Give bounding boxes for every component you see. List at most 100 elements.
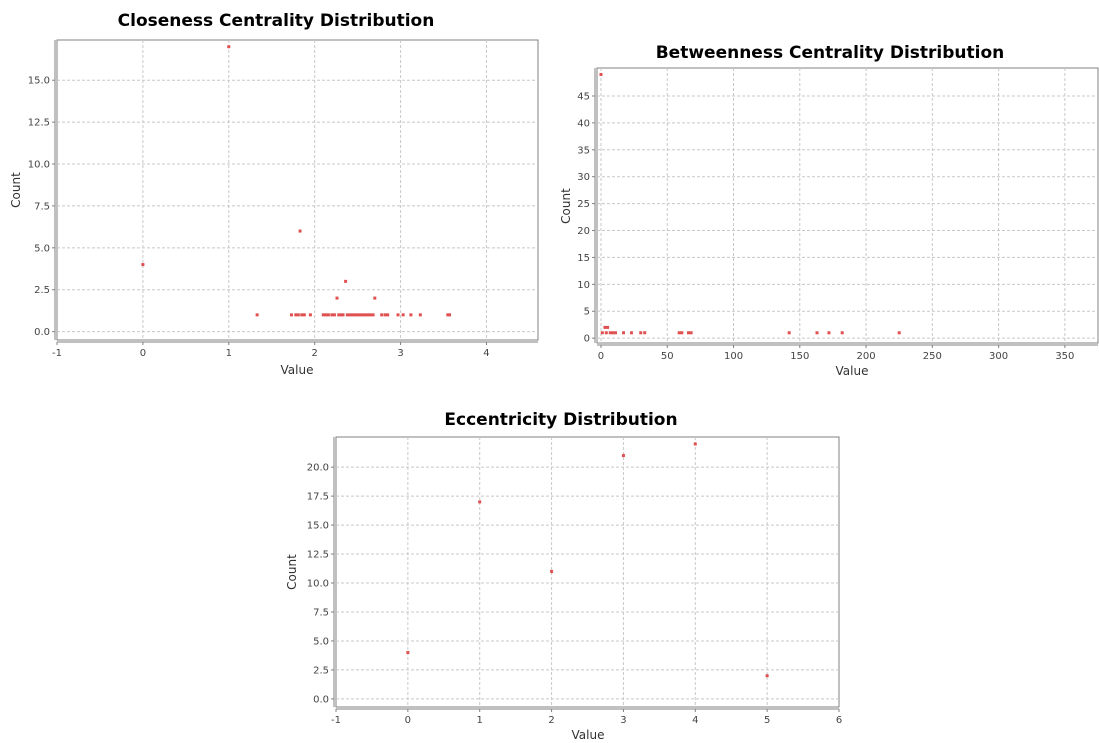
x-tick-label: 4 xyxy=(483,348,489,359)
data-point xyxy=(406,651,410,655)
data-point xyxy=(603,325,607,329)
data-point xyxy=(386,313,390,317)
data-point xyxy=(300,313,304,317)
data-point xyxy=(296,313,300,317)
data-point xyxy=(418,313,422,317)
y-tick-label: 0.0 xyxy=(313,694,329,705)
data-point xyxy=(141,263,145,267)
y-tick-label: 5.0 xyxy=(313,636,329,647)
data-point xyxy=(599,72,603,76)
y-tick-label: 10.0 xyxy=(307,579,329,590)
data-point xyxy=(348,313,352,317)
data-point xyxy=(396,313,400,317)
x-tick-label: 200 xyxy=(857,351,876,362)
data-point xyxy=(409,313,413,317)
data-point xyxy=(446,313,450,317)
x-tick-label: 100 xyxy=(724,351,743,362)
x-tick-label: 250 xyxy=(923,351,942,362)
x-tick-label: 1 xyxy=(226,348,232,359)
data-point xyxy=(600,331,604,335)
data-point xyxy=(478,500,482,504)
closeness-chart-title: Closeness Centrality Distribution xyxy=(118,11,435,31)
eccentricity-plot-area xyxy=(335,436,840,708)
y-tick-label: 40 xyxy=(577,118,590,129)
x-tick-label: 0 xyxy=(405,715,411,726)
data-point xyxy=(689,331,693,335)
y-tick-label: 35 xyxy=(577,145,590,156)
y-tick-label: 30 xyxy=(577,172,590,183)
data-point xyxy=(622,331,626,335)
y-tick-label: 15 xyxy=(577,253,590,264)
data-point xyxy=(289,313,293,317)
y-tick-label: 7.5 xyxy=(313,607,329,618)
data-point xyxy=(345,313,349,317)
y-tick-label: 12.5 xyxy=(307,550,329,561)
x-tick-label: -1 xyxy=(52,348,62,359)
x-tick-label: 2 xyxy=(311,348,317,359)
eccentricity-x-axis-label: Value xyxy=(572,728,605,742)
data-point xyxy=(606,325,610,329)
betweenness-y-axis-label: Count xyxy=(559,188,573,224)
y-tick-label: 20 xyxy=(577,226,590,237)
data-point xyxy=(227,45,231,49)
betweenness-chart-title: Betweenness Centrality Distribution xyxy=(656,43,1005,63)
x-tick-label: 5 xyxy=(764,715,770,726)
data-point xyxy=(335,296,339,300)
data-point xyxy=(383,313,387,317)
data-point xyxy=(765,674,769,678)
eccentricity-chart: Eccentricity Distribution -1 0 1 2 3 4 5 6 0.0 2.… xyxy=(285,410,842,742)
x-tick-label: 0 xyxy=(598,351,604,362)
data-point xyxy=(356,313,360,317)
data-point xyxy=(350,313,354,317)
data-point xyxy=(337,313,341,317)
y-tick-label: 5.0 xyxy=(34,243,50,254)
x-tick-label: 2 xyxy=(548,715,554,726)
data-point xyxy=(897,331,901,335)
x-tick-label: 300 xyxy=(989,351,1008,362)
data-point xyxy=(321,313,325,317)
closeness-x-axis-label: Value xyxy=(281,363,314,377)
y-tick-label: 25 xyxy=(577,199,590,210)
data-point xyxy=(344,279,348,283)
data-point xyxy=(827,331,831,335)
data-point xyxy=(693,442,697,446)
data-point xyxy=(550,569,554,573)
data-point xyxy=(604,331,608,335)
closeness-grid xyxy=(57,40,538,340)
eccentricity-axes: -1 0 1 2 3 4 5 6 0.0 2.5 5.0 7.5 10.0 12.5 15.0 17.5 20.… xyxy=(307,437,842,726)
data-point xyxy=(815,331,819,335)
x-tick-label: 4 xyxy=(692,715,698,726)
y-tick-label: 10 xyxy=(577,280,590,291)
data-point xyxy=(353,313,357,317)
x-tick-label: 3 xyxy=(620,715,626,726)
x-tick-label: 6 xyxy=(836,715,842,726)
data-point xyxy=(621,454,625,458)
data-point xyxy=(677,331,681,335)
data-point xyxy=(339,313,343,317)
y-tick-label: 17.5 xyxy=(307,492,329,503)
data-point xyxy=(308,313,312,317)
data-point xyxy=(294,313,298,317)
closeness-chart: Closeness Centrality Distribution -1 0 1 2 3… xyxy=(9,11,539,377)
closeness-plot-area xyxy=(56,39,539,341)
data-point xyxy=(380,313,384,317)
data-point xyxy=(840,331,844,335)
eccentricity-chart-title: Eccentricity Distribution xyxy=(444,410,677,430)
data-point xyxy=(330,313,334,317)
eccentricity-points xyxy=(406,442,769,678)
y-tick-label: 2.5 xyxy=(34,285,50,296)
x-tick-label: 0 xyxy=(140,348,146,359)
data-point xyxy=(448,313,452,317)
data-point xyxy=(787,331,791,335)
betweenness-plot-area xyxy=(596,67,1099,344)
data-point xyxy=(680,331,684,335)
y-tick-label: 15.0 xyxy=(307,521,329,532)
data-point xyxy=(611,331,615,335)
y-tick-label: 20.0 xyxy=(307,463,329,474)
betweenness-x-axis-label: Value xyxy=(836,364,869,378)
data-point xyxy=(298,229,302,233)
data-point xyxy=(361,313,365,317)
eccentricity-y-axis-label: Count xyxy=(285,554,299,590)
x-tick-label: 350 xyxy=(1055,351,1074,362)
